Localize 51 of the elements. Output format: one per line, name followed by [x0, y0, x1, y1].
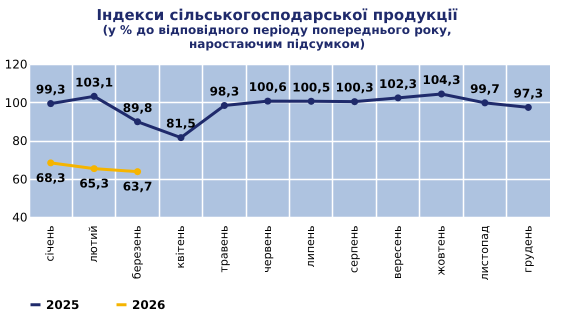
point — [134, 118, 142, 126]
x-tick-label: квітень — [174, 226, 187, 269]
chart-subtitle: (у % до відповідного періоду попереднього року, наростаючим підсумком) — [102, 23, 452, 51]
data-label: 100,5 — [292, 80, 330, 94]
point — [308, 98, 315, 105]
point — [438, 90, 445, 98]
y-tick-label: 80 — [12, 134, 28, 148]
data-label: 100,3 — [336, 80, 374, 95]
x-tick-label: жовтень — [434, 226, 448, 276]
x-tick-label: лютий — [87, 226, 100, 262]
legend-label: 2026 — [132, 298, 166, 312]
x-tick-label: березень — [130, 226, 144, 280]
data-label: 99,3 — [36, 82, 66, 97]
data-label: 98,3 — [210, 84, 240, 98]
data-label: 104,3 — [422, 73, 460, 88]
point — [394, 94, 402, 102]
data-label: 81,5 — [166, 116, 196, 131]
y-tick-label: 60 — [12, 172, 28, 186]
point — [47, 100, 54, 108]
data-label: 100,6 — [248, 80, 287, 94]
data-label: 68,3 — [36, 170, 66, 185]
point — [264, 98, 272, 105]
y-tick-label: 40 — [12, 210, 28, 224]
data-label: 63,7 — [122, 180, 152, 194]
point — [47, 159, 54, 166]
point — [90, 165, 98, 172]
data-label: 103,1 — [75, 75, 114, 90]
y-tick-label: 100 — [4, 96, 28, 110]
y-tick-label: 120 — [4, 58, 28, 72]
x-tick-label: січень — [44, 226, 57, 262]
point — [220, 102, 228, 110]
data-label: 99,7 — [470, 82, 500, 96]
point — [134, 168, 142, 176]
point — [351, 98, 358, 106]
x-tick-label: вересень — [391, 226, 404, 279]
data-label: 65,3 — [79, 176, 109, 191]
point — [481, 99, 488, 106]
x-tick-label: листопад — [478, 225, 491, 280]
x-tick-label: липень — [304, 226, 318, 268]
legend-label: 2025 — [46, 298, 80, 312]
data-label: 102,3 — [379, 76, 418, 91]
x-tick-label: грудень — [521, 226, 534, 273]
data-label: 97,3 — [513, 86, 544, 100]
chart-title: Індекси сільськогосподарської продукції — [96, 6, 458, 24]
data-label: 89,8 — [122, 100, 152, 115]
x-tick-label: серпень — [348, 226, 361, 273]
x-tick-label: червень — [260, 226, 274, 273]
point — [177, 134, 184, 142]
point — [90, 92, 98, 100]
point — [524, 104, 532, 111]
x-tick-label: травень — [217, 226, 230, 273]
